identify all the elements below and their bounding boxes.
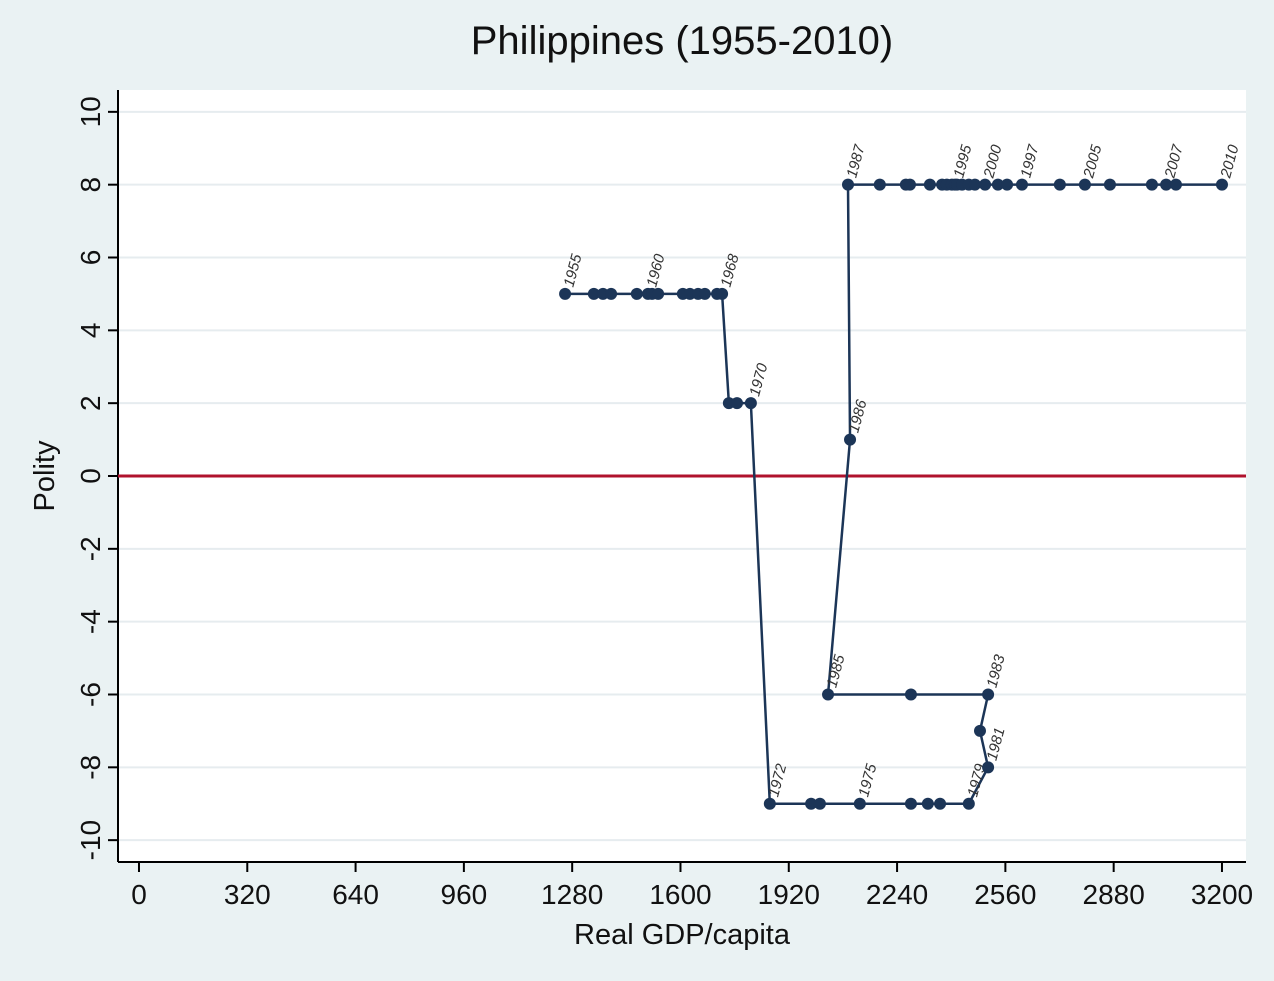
data-point — [587, 287, 600, 300]
x-tick-label: 960 — [441, 879, 488, 910]
data-point — [1215, 178, 1228, 191]
data-point — [982, 761, 995, 774]
x-axis-title: Real GDP/capita — [574, 919, 791, 951]
chart-title: Philippines (1955-2010) — [471, 19, 894, 63]
y-tick-label: 0 — [75, 468, 106, 484]
data-point — [873, 178, 886, 191]
y-tick-label: 4 — [75, 323, 106, 339]
data-point — [1015, 178, 1028, 191]
data-point — [1103, 178, 1116, 191]
x-tick-label: 640 — [332, 879, 379, 910]
data-point — [744, 397, 757, 410]
data-point — [844, 433, 857, 446]
data-point — [1145, 178, 1158, 191]
data-point — [923, 178, 936, 191]
data-point — [973, 724, 986, 737]
data-point — [979, 178, 992, 191]
x-tick-label: 0 — [131, 879, 147, 910]
y-tick-label: 8 — [75, 177, 106, 193]
data-point — [842, 178, 855, 191]
y-tick-label: 2 — [75, 395, 106, 411]
y-tick-label: -10 — [75, 820, 106, 860]
data-point — [763, 797, 776, 810]
data-point — [805, 797, 818, 810]
data-point — [904, 688, 917, 701]
x-tick-label: 2880 — [1083, 879, 1145, 910]
data-point — [962, 797, 975, 810]
x-tick-label: 3200 — [1191, 879, 1253, 910]
data-point — [982, 688, 995, 701]
data-point — [1001, 178, 1014, 191]
data-point — [698, 287, 711, 300]
data-point — [730, 397, 743, 410]
data-point — [630, 287, 643, 300]
data-point — [921, 797, 934, 810]
data-point — [605, 287, 618, 300]
data-point — [934, 797, 947, 810]
x-tick-label: 320 — [224, 879, 271, 910]
y-tick-label: 6 — [75, 250, 106, 266]
x-tick-label: 1280 — [541, 879, 603, 910]
y-tick-label: -8 — [75, 755, 106, 780]
data-point — [559, 287, 572, 300]
data-point — [1169, 178, 1182, 191]
data-point — [903, 178, 916, 191]
y-tick-label: -2 — [75, 536, 106, 561]
data-point — [1078, 178, 1091, 191]
data-point — [904, 797, 917, 810]
y-axis-title: Polity — [29, 440, 61, 511]
data-point — [652, 287, 665, 300]
y-tick-label: -6 — [75, 682, 106, 707]
data-point — [822, 688, 835, 701]
data-point — [968, 178, 981, 191]
data-point — [1160, 178, 1173, 191]
x-tick-label: 1920 — [758, 879, 820, 910]
x-tick-label: 2240 — [866, 879, 928, 910]
data-point — [1053, 178, 1066, 191]
data-point — [853, 797, 866, 810]
data-point — [991, 178, 1004, 191]
x-tick-label: 1600 — [649, 879, 711, 910]
data-point — [716, 287, 729, 300]
data-point — [813, 797, 826, 810]
y-tick-label: 10 — [75, 96, 106, 127]
y-tick-label: -4 — [75, 609, 106, 634]
x-tick-label: 2560 — [974, 879, 1036, 910]
